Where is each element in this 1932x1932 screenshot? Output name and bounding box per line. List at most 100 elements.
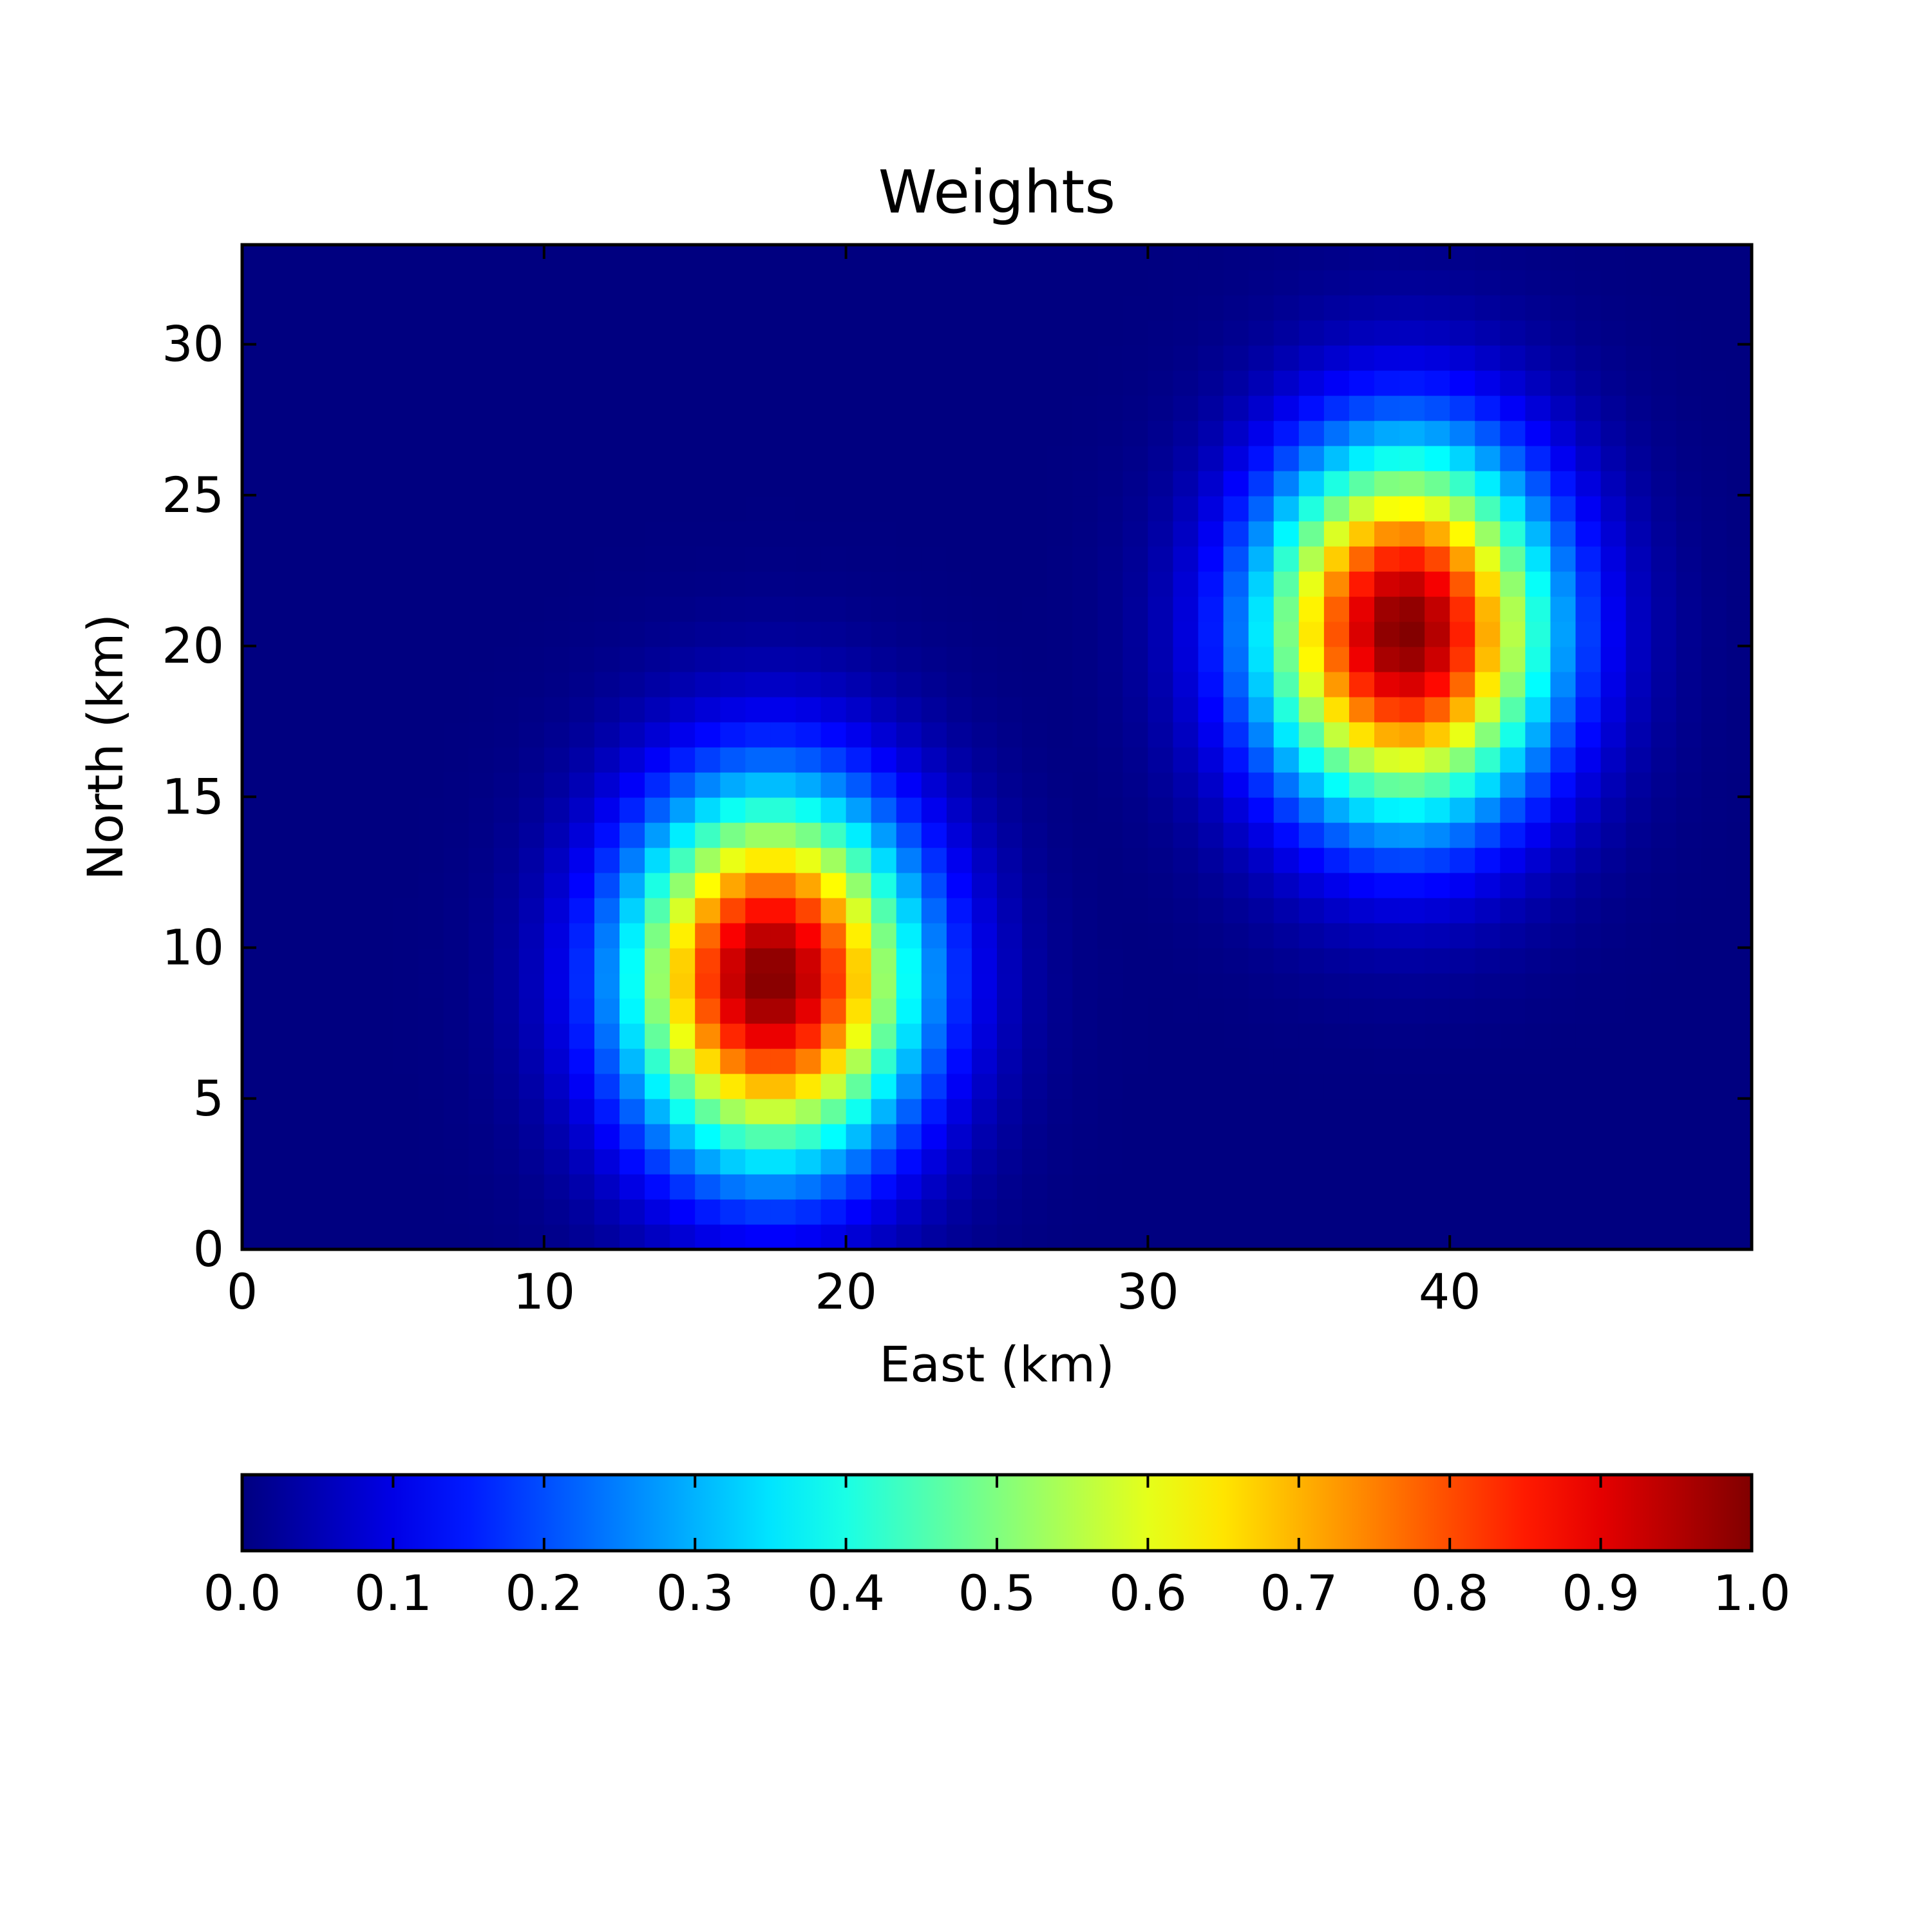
heatmap-cell — [645, 446, 670, 471]
heatmap-cell — [292, 797, 318, 823]
heatmap-cell — [1550, 1074, 1577, 1099]
heatmap-cell — [1148, 747, 1174, 773]
heatmap-cell — [1198, 621, 1224, 647]
heatmap-cell — [1676, 973, 1702, 999]
heatmap-cell — [1248, 822, 1274, 848]
heatmap-cell — [544, 848, 570, 873]
heatmap-cell — [292, 370, 318, 396]
heatmap-cell — [1248, 571, 1274, 597]
heatmap-cell — [795, 973, 822, 999]
heatmap-cell — [820, 747, 847, 773]
heatmap-cell — [493, 320, 520, 346]
heatmap-cell — [1676, 1149, 1702, 1175]
heatmap-cell — [1600, 345, 1627, 371]
heatmap-cell — [1676, 596, 1702, 622]
heatmap-cell — [1323, 697, 1350, 723]
heatmap-cell — [317, 1199, 343, 1225]
heatmap-cell — [468, 747, 495, 773]
heatmap-cell — [1500, 1199, 1526, 1225]
heatmap-cell — [820, 898, 847, 923]
heatmap-cell — [896, 1048, 922, 1074]
heatmap-cell — [1072, 797, 1098, 823]
heatmap-cell — [1298, 496, 1325, 522]
heatmap-cell — [645, 873, 670, 898]
heatmap-cell — [1047, 1074, 1073, 1099]
heatmap-cell — [695, 295, 721, 321]
heatmap-cell — [1575, 295, 1602, 321]
heatmap-cell — [267, 973, 293, 999]
heatmap-cell — [1298, 1074, 1325, 1099]
heatmap-cell — [720, 571, 746, 597]
heatmap-cell — [896, 245, 922, 270]
heatmap-cell — [1223, 395, 1249, 421]
heatmap-cell — [343, 245, 368, 270]
heatmap-cell — [1575, 873, 1602, 898]
heatmap-cell — [493, 822, 520, 848]
heatmap-cell — [1525, 998, 1551, 1024]
heatmap-cell — [1173, 471, 1199, 497]
heatmap-cell — [1173, 948, 1199, 974]
heatmap-cell — [846, 1124, 872, 1150]
heatmap-cell — [921, 421, 947, 446]
heatmap-cell — [1198, 848, 1224, 873]
heatmap-cell — [670, 1174, 696, 1200]
heatmap-cell — [443, 1099, 469, 1124]
heatmap-cell — [1223, 848, 1249, 873]
heatmap-cell — [1349, 1074, 1375, 1099]
heatmap-cell — [1701, 345, 1727, 371]
heatmap-cell — [1273, 596, 1300, 622]
heatmap-cell — [745, 1224, 771, 1249]
heatmap-cell — [1676, 521, 1702, 547]
heatmap-cell — [1399, 496, 1425, 522]
heatmap-cell — [1575, 923, 1602, 949]
heatmap-cell — [1173, 546, 1199, 572]
heatmap-cell — [1726, 496, 1752, 522]
heatmap-cell — [368, 898, 393, 923]
heatmap-cell — [1450, 295, 1475, 321]
heatmap-cell — [1248, 697, 1274, 723]
heatmap-cell — [997, 1074, 1023, 1099]
heatmap-cell — [1676, 471, 1702, 497]
heatmap-cell — [946, 421, 972, 446]
heatmap-cell — [1097, 621, 1123, 647]
heatmap-cell — [1374, 571, 1400, 597]
heatmap-cell — [1273, 370, 1300, 396]
heatmap-cell — [468, 320, 495, 346]
heatmap-cell — [1651, 295, 1677, 321]
heatmap-cell — [820, 245, 847, 270]
heatmap-cell — [518, 1074, 545, 1099]
heatmap-cell — [1701, 697, 1727, 723]
heatmap-cell — [946, 471, 972, 497]
heatmap-cell — [1399, 471, 1425, 497]
heatmap-cell — [620, 923, 645, 949]
heatmap-cell — [1676, 898, 1702, 923]
heatmap-cell — [518, 320, 545, 346]
heatmap-cell — [620, 822, 645, 848]
heatmap-cell — [1600, 772, 1627, 798]
heatmap-cell — [267, 1149, 293, 1175]
heatmap-cell — [1097, 1149, 1123, 1175]
heatmap-cell — [871, 621, 897, 647]
heatmap-cell — [292, 822, 318, 848]
heatmap-cell — [745, 898, 771, 923]
heatmap-cell — [569, 1023, 595, 1049]
heatmap-cell — [1022, 1099, 1048, 1124]
heatmap-cell — [343, 973, 368, 999]
heatmap-cell — [1072, 245, 1098, 270]
heatmap-cell — [1248, 471, 1274, 497]
heatmap-cell — [971, 395, 998, 421]
heatmap-cell — [1399, 973, 1425, 999]
heatmap-cell — [1575, 270, 1602, 296]
heatmap-cell — [1248, 973, 1274, 999]
heatmap-cell — [770, 546, 797, 572]
heatmap-cell — [620, 797, 645, 823]
heatmap-cell — [1097, 345, 1123, 371]
heatmap-cell — [846, 998, 872, 1024]
heatmap-cell — [1198, 496, 1224, 522]
heatmap-cell — [1122, 370, 1148, 396]
heatmap-cell — [1198, 1174, 1224, 1200]
heatmap-cell — [795, 421, 822, 446]
heatmap-cell — [620, 1074, 645, 1099]
heatmap-cell — [1173, 1048, 1199, 1074]
heatmap-cell — [1298, 370, 1325, 396]
